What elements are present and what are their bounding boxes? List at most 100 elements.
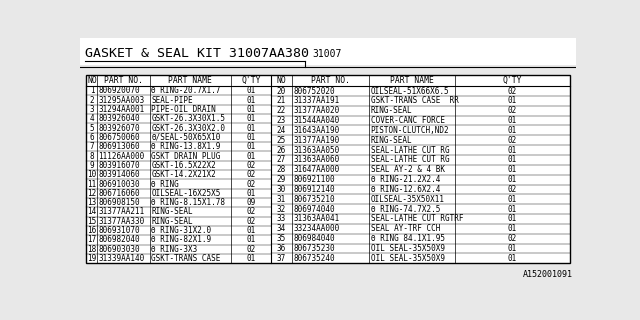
Text: 01: 01 — [246, 124, 255, 132]
Text: Θ RING-21.2X2.4: Θ RING-21.2X2.4 — [371, 175, 440, 184]
Text: 31295AA003: 31295AA003 — [99, 96, 145, 105]
Text: 20: 20 — [277, 86, 286, 96]
Text: 01: 01 — [508, 175, 517, 184]
Text: GSKT-14.2X21X2: GSKT-14.2X21X2 — [151, 170, 216, 179]
Text: 806982040: 806982040 — [99, 236, 140, 244]
Text: 01: 01 — [508, 146, 517, 155]
Text: 01: 01 — [246, 236, 255, 244]
Text: 806913060: 806913060 — [99, 142, 140, 151]
Text: 02: 02 — [246, 161, 255, 170]
Text: 02: 02 — [246, 207, 255, 216]
Text: 02: 02 — [508, 185, 517, 194]
Text: SEAL AY-TRF CCH: SEAL AY-TRF CCH — [371, 224, 440, 233]
Text: Θ/SEAL-50X65X10: Θ/SEAL-50X65X10 — [151, 133, 221, 142]
Text: 31363AA041: 31363AA041 — [293, 214, 339, 223]
Text: 11126AA000: 11126AA000 — [99, 152, 145, 161]
Text: 36: 36 — [277, 244, 286, 253]
Text: SEAL-LATHE CUT RG: SEAL-LATHE CUT RG — [371, 146, 449, 155]
Text: 31377AA211: 31377AA211 — [99, 207, 145, 216]
Text: 7: 7 — [90, 142, 94, 151]
Text: 14: 14 — [88, 207, 97, 216]
Text: 02: 02 — [508, 136, 517, 145]
Text: 28: 28 — [277, 165, 286, 174]
Bar — [86, 75, 570, 263]
Text: 31294AA001: 31294AA001 — [99, 105, 145, 114]
Text: GSKT-TRANS CASE  RR: GSKT-TRANS CASE RR — [371, 96, 458, 105]
Text: 35: 35 — [277, 234, 286, 243]
Text: 31544AA040: 31544AA040 — [293, 116, 339, 125]
Text: 27: 27 — [277, 156, 286, 164]
Text: RING-SEAL: RING-SEAL — [371, 106, 412, 115]
Text: 02: 02 — [246, 170, 255, 179]
Text: 02: 02 — [246, 217, 255, 226]
Text: 6: 6 — [90, 133, 94, 142]
Text: Θ RING-12.6X2.4: Θ RING-12.6X2.4 — [371, 185, 440, 194]
Text: 806920070: 806920070 — [99, 86, 140, 95]
Text: 01: 01 — [508, 96, 517, 105]
Text: 15: 15 — [88, 217, 97, 226]
Text: 31377AA190: 31377AA190 — [293, 136, 339, 145]
Text: NO: NO — [87, 76, 97, 85]
Text: 01: 01 — [508, 195, 517, 204]
Text: 01: 01 — [246, 254, 255, 263]
Text: Q'TY: Q'TY — [241, 76, 260, 85]
Text: COVER-CANC FORCE: COVER-CANC FORCE — [371, 116, 445, 125]
Text: 31647AA000: 31647AA000 — [293, 165, 339, 174]
Text: OILSEAL-51X66X6.5: OILSEAL-51X66X6.5 — [371, 86, 449, 96]
Text: 09: 09 — [246, 198, 255, 207]
Text: 29: 29 — [277, 175, 286, 184]
Text: Θ RING: Θ RING — [151, 180, 179, 188]
Text: 01: 01 — [508, 224, 517, 233]
Text: GSKT-26.3X30X2.0: GSKT-26.3X30X2.0 — [151, 124, 225, 132]
Text: 806984040: 806984040 — [293, 234, 335, 243]
Text: PART NAME: PART NAME — [390, 76, 434, 85]
Text: 18: 18 — [88, 245, 97, 254]
Text: 806921100: 806921100 — [293, 175, 335, 184]
Text: Θ RING-13.8X1.9: Θ RING-13.8X1.9 — [151, 142, 221, 151]
Text: PART NO.: PART NO. — [104, 76, 143, 85]
Text: GSKT DRAIN PLUG: GSKT DRAIN PLUG — [151, 152, 221, 161]
Text: 19: 19 — [88, 254, 97, 263]
Text: 803926040: 803926040 — [99, 114, 140, 123]
Text: 01: 01 — [508, 214, 517, 223]
Bar — [80, 38, 576, 65]
Text: 01: 01 — [246, 152, 255, 161]
Text: 806903030: 806903030 — [99, 245, 140, 254]
Text: 26: 26 — [277, 146, 286, 155]
Text: 806735240: 806735240 — [293, 254, 335, 263]
Text: 11: 11 — [88, 180, 97, 188]
Text: 31: 31 — [277, 195, 286, 204]
Text: 01: 01 — [246, 96, 255, 105]
Text: GSKT-TRANS CASE: GSKT-TRANS CASE — [151, 254, 221, 263]
Text: GSKT-26.3X30X1.5: GSKT-26.3X30X1.5 — [151, 114, 225, 123]
Text: 01: 01 — [246, 114, 255, 123]
Text: 8: 8 — [90, 152, 94, 161]
Text: PIPE-OIL DRAIN: PIPE-OIL DRAIN — [151, 105, 216, 114]
Text: 2: 2 — [90, 96, 94, 105]
Text: 01: 01 — [508, 204, 517, 214]
Text: 31377AA330: 31377AA330 — [99, 217, 145, 226]
Text: 24: 24 — [277, 126, 286, 135]
Text: SEAL AY-2 & 4 BK: SEAL AY-2 & 4 BK — [371, 165, 445, 174]
Text: SEAL-LATHE CUT RG: SEAL-LATHE CUT RG — [371, 156, 449, 164]
Text: 01: 01 — [508, 254, 517, 263]
Text: 01: 01 — [246, 105, 255, 114]
Text: 31337AA191: 31337AA191 — [293, 96, 339, 105]
Text: Θ RING-74.7X2.5: Θ RING-74.7X2.5 — [371, 204, 440, 214]
Text: SEAL-PIPE: SEAL-PIPE — [151, 96, 193, 105]
Text: 1: 1 — [90, 86, 94, 95]
Text: 806735230: 806735230 — [293, 244, 335, 253]
Text: RING-SEAL: RING-SEAL — [371, 136, 412, 145]
Text: A152001091: A152001091 — [523, 269, 573, 278]
Text: 803914060: 803914060 — [99, 170, 140, 179]
Text: Q'TY: Q'TY — [502, 76, 522, 85]
Text: 806931070: 806931070 — [99, 226, 140, 235]
Text: 01: 01 — [508, 156, 517, 164]
Text: RING-SEAL: RING-SEAL — [151, 217, 193, 226]
Text: PART NAME: PART NAME — [168, 76, 212, 85]
Text: Θ RING-82X1.9: Θ RING-82X1.9 — [151, 236, 211, 244]
Text: 10: 10 — [88, 170, 97, 179]
Text: 31643AA190: 31643AA190 — [293, 126, 339, 135]
Text: 32: 32 — [277, 204, 286, 214]
Text: 806752020: 806752020 — [293, 86, 335, 96]
